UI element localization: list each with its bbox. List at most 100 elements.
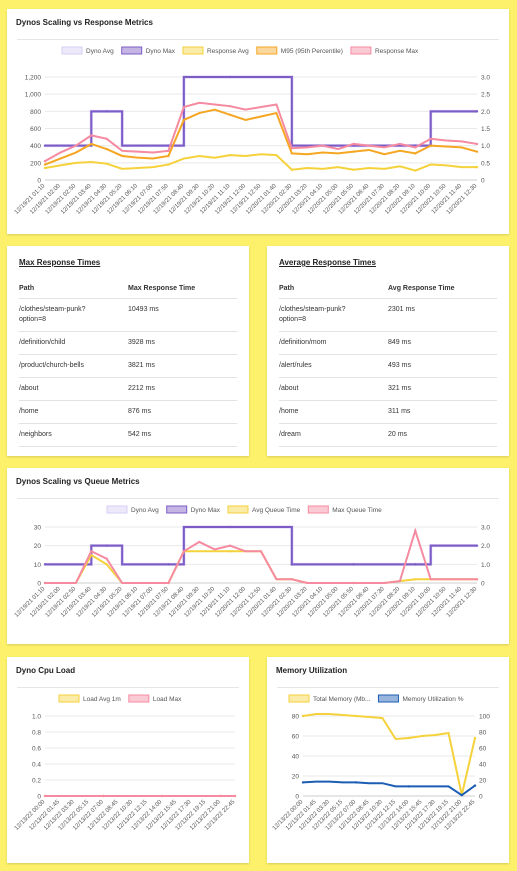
time-cell: 849 ms bbox=[388, 331, 497, 355]
time-cell: 542 ms bbox=[128, 423, 237, 447]
data-point bbox=[407, 785, 411, 788]
time-cell: 2212 ms bbox=[128, 377, 237, 401]
legend-label: Dyno Avg bbox=[131, 507, 159, 514]
column-header: Path bbox=[19, 279, 128, 299]
legend-swatch bbox=[182, 46, 204, 55]
data-point bbox=[167, 154, 170, 158]
y2-tick-label: 0 bbox=[479, 794, 483, 801]
data-point bbox=[475, 544, 479, 547]
data-point bbox=[43, 159, 47, 163]
y2-tick-label: 1.5 bbox=[481, 126, 490, 133]
y-tick-label: 1,200 bbox=[25, 75, 42, 82]
legend-swatch bbox=[377, 694, 399, 703]
card-title: Average Response Times bbox=[279, 258, 376, 267]
data-point bbox=[407, 736, 411, 740]
max-response-table: Path Max Response Time /clothes/steam-pu… bbox=[19, 279, 237, 447]
y2-tick-label: 3.0 bbox=[481, 75, 490, 82]
data-point bbox=[352, 150, 355, 153]
data-point bbox=[475, 165, 479, 169]
avg-response-card: Average Response Times Path Avg Response… bbox=[267, 246, 509, 456]
legend-swatch bbox=[166, 505, 188, 514]
data-point bbox=[43, 144, 47, 147]
legend-label: Max Queue Time bbox=[332, 507, 382, 514]
memory-card: Memory Utilization 0 20 40 60 80 0 20 40 60 80 100… bbox=[267, 657, 509, 863]
y-tick-label: 0 bbox=[295, 794, 299, 801]
table-header-row: Path Avg Response Time bbox=[279, 279, 497, 299]
table-row: /definition/child 3928 ms bbox=[19, 331, 237, 355]
legend-swatch bbox=[106, 505, 128, 514]
data-point bbox=[290, 578, 294, 581]
data-point bbox=[473, 784, 477, 787]
time-cell: 10493 ms bbox=[128, 298, 237, 332]
y-tick-label: 600 bbox=[30, 126, 41, 133]
data-point bbox=[105, 110, 108, 113]
y2-tick-label: 40 bbox=[479, 762, 487, 769]
card-title: Memory Utilization bbox=[276, 666, 348, 675]
data-point bbox=[352, 168, 355, 171]
data-point bbox=[219, 794, 222, 798]
legend-label: M95 (95th Percentile) bbox=[281, 48, 343, 55]
legend-swatch bbox=[256, 46, 278, 55]
y2-tick-label: 100 bbox=[479, 714, 490, 721]
legend-label: Memory Utilization % bbox=[402, 696, 463, 703]
time-cell: 311 ms bbox=[388, 400, 497, 424]
data-point bbox=[414, 563, 417, 566]
data-point bbox=[228, 104, 232, 108]
time-cell: 3821 ms bbox=[128, 354, 237, 378]
series-line-total-memory-mb bbox=[302, 713, 476, 796]
data-point bbox=[228, 550, 232, 553]
time-cell: 2301 ms bbox=[388, 298, 497, 332]
data-point bbox=[228, 75, 232, 79]
data-point bbox=[105, 137, 108, 140]
time-cell: 876 ms bbox=[128, 400, 237, 424]
y-tick-label: 0.8 bbox=[32, 730, 41, 737]
y2-tick-label: 80 bbox=[479, 730, 487, 737]
table-row: /clothes/steam-punk?option=8 2301 ms bbox=[279, 298, 497, 332]
path-cell: /clothes/steam-punk?option=8 bbox=[19, 298, 128, 332]
data-point bbox=[102, 794, 105, 798]
response-metrics-card: Dynos Scaling vs Response Metrics 0 200 40… bbox=[7, 9, 509, 234]
table-row: /product/church-bells 3821 ms bbox=[19, 354, 237, 378]
data-point bbox=[105, 557, 108, 560]
path-cell: /dream bbox=[279, 423, 388, 447]
path-cell: /product/church-bells bbox=[19, 354, 128, 378]
data-point bbox=[105, 147, 108, 151]
data-point bbox=[105, 544, 108, 547]
time-cell: 321 ms bbox=[388, 377, 497, 401]
data-point bbox=[352, 563, 355, 566]
time-cell: 20 ms bbox=[388, 423, 497, 447]
data-point bbox=[160, 794, 164, 798]
data-point bbox=[352, 581, 355, 585]
y-tick-label: 0.6 bbox=[32, 746, 41, 753]
series-line-dyno-max bbox=[45, 526, 477, 566]
data-point bbox=[352, 142, 355, 146]
data-point bbox=[473, 736, 477, 740]
data-point bbox=[43, 794, 47, 798]
path-cell: /neighbors bbox=[19, 423, 128, 447]
y-tick-label: 800 bbox=[30, 109, 41, 116]
table-row: /dream 20 ms bbox=[279, 423, 497, 447]
max-response-card: Max Response Times Path Max Response Tim… bbox=[7, 246, 249, 456]
y-tick-label: 40 bbox=[292, 754, 300, 761]
data-point bbox=[43, 563, 47, 566]
table-row: /clothes/steam-punk?option=8 10493 ms bbox=[19, 298, 237, 332]
data-point bbox=[105, 162, 108, 165]
y-tick-label: 0 bbox=[37, 178, 41, 185]
y-tick-label: 30 bbox=[34, 525, 42, 532]
legend-label: Response Avg bbox=[207, 48, 249, 55]
series-line-response-avg bbox=[44, 153, 477, 172]
series-line-max-queue-time bbox=[45, 527, 477, 584]
y-tick-label: 10 bbox=[34, 562, 42, 569]
data-point bbox=[414, 169, 417, 172]
series-line-avg-queue-time bbox=[45, 550, 477, 584]
data-point bbox=[228, 113, 232, 116]
response-metrics-chart: 0 200 400 600 800 1,000 1,200 0 0.5 1.0 1.5 2.0 2.5 3… bbox=[14, 46, 490, 216]
data-point bbox=[460, 794, 463, 797]
table-row: /alert/rules 493 ms bbox=[279, 354, 497, 378]
y-tick-label: 0 bbox=[37, 581, 41, 588]
cpu-load-card: Dyno Cpu Load 0 0.2 0.4 0.6 0.8 1.0 12/13/22 0… bbox=[7, 657, 249, 863]
legend-label: Dyno Max bbox=[146, 48, 176, 55]
path-cell: /clothes/steam-punk?option=8 bbox=[279, 298, 388, 332]
y2-tick-label: 0.5 bbox=[481, 160, 490, 167]
table-header-row: Path Max Response Time bbox=[19, 279, 237, 299]
